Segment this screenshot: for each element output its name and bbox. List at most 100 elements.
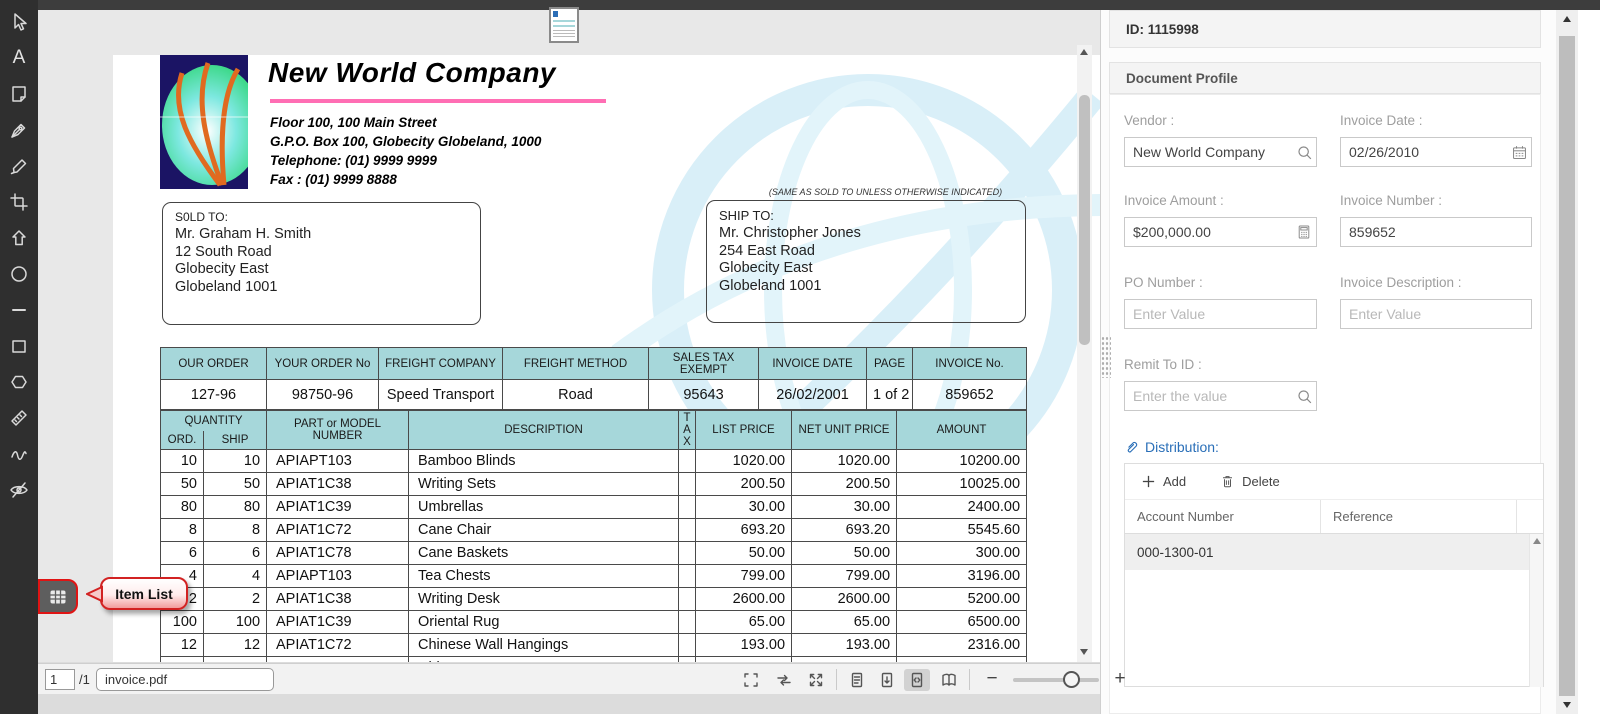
document-viewer: New World Company Floor 100, 100 Main St… — [38, 10, 1100, 662]
invoice-number-field — [1340, 217, 1532, 247]
actual-size-button[interactable] — [803, 669, 829, 691]
facing-pages-button[interactable] — [936, 669, 962, 691]
invoice-item-row: 10 10 APIAPT103 Bamboo Blinds 1020.00 10… — [160, 449, 1028, 473]
ship-to-title: SHIP TO: — [719, 208, 774, 223]
po-number-field — [1124, 299, 1317, 329]
document-profile-header: Document Profile — [1109, 62, 1541, 94]
single-page-view-button[interactable] — [844, 669, 870, 691]
distribution-row[interactable]: 000-1300-01 — [1125, 534, 1530, 570]
document-id-header: ID: 1115998 — [1109, 10, 1541, 48]
vendor-search-icon[interactable] — [1292, 144, 1316, 161]
invoice-item-row: 8 8 APIAT1C72 Cane Chair 693.20 693.20 5… — [160, 518, 1028, 542]
scroll-down-icon[interactable] — [1080, 649, 1088, 655]
rectangle-tool-icon[interactable] — [0, 328, 38, 364]
add-distribution-button[interactable]: Add — [1141, 474, 1186, 489]
calendar-icon[interactable] — [1507, 144, 1531, 161]
invoice-page: New World Company Floor 100, 100 Main St… — [113, 55, 1100, 662]
invoice-items-table: QUANTITY PART or MODEL NUMBER DESCRIPTIO… — [159, 409, 1028, 662]
remit-search-icon[interactable] — [1292, 388, 1316, 405]
filename-input[interactable] — [96, 668, 274, 691]
document-profile-form: Vendor : Invoice Date : Invoice Amount :… — [1109, 94, 1544, 714]
vendor-field — [1124, 137, 1317, 167]
remit-to-id-label: Remit To ID : — [1124, 357, 1202, 372]
column-account-number[interactable]: Account Number — [1125, 500, 1321, 533]
panel-scroll-down-icon[interactable] — [1563, 702, 1571, 708]
page-number-input[interactable] — [45, 669, 75, 690]
freehand-tool-icon[interactable] — [0, 436, 38, 472]
distribution-section-toggle[interactable]: Distribution: — [1124, 439, 1219, 455]
paperclip-icon — [1127, 441, 1138, 452]
company-address: Floor 100, 100 Main Street G.P.O. Box 10… — [270, 115, 542, 187]
sold-to-title: S0LD TO: — [175, 210, 228, 224]
ship-to-box: SHIP TO: Mr. Christopher Jones 254 East … — [706, 200, 1026, 323]
remit-to-id-input[interactable] — [1125, 382, 1292, 410]
delete-distribution-button[interactable]: Delete — [1220, 474, 1280, 489]
viewer-bottom-toolbar: /1 − + — [38, 663, 1126, 694]
invoice-item-row: 5 5 APIAT1C78 Chinese Screen 2002.00 200… — [160, 656, 1028, 662]
note-tool-icon[interactable] — [0, 76, 38, 112]
hide-annotations-icon[interactable] — [0, 472, 38, 508]
scroll-up-icon[interactable] — [1080, 49, 1088, 55]
distribution-table: Add Delete Account Number Reference 000-… — [1124, 463, 1544, 687]
panel-scrollbar-thumb[interactable] — [1559, 36, 1575, 696]
highlighter-tool-icon[interactable] — [0, 148, 38, 184]
item-list-callout-label: Item List — [115, 585, 173, 602]
invoice-description-field — [1340, 299, 1532, 329]
annotation-toolbar: A — [0, 0, 38, 714]
document-id-label: ID: 1115998 — [1126, 21, 1199, 37]
distribution-scrollbar[interactable] — [1529, 534, 1543, 687]
invoice-amount-field — [1124, 217, 1317, 247]
ruler-tool-icon[interactable] — [0, 400, 38, 436]
invoice-item-row: 100 100 APIAT1C39 Oriental Rug 65.00 65.… — [160, 610, 1028, 634]
select-cursor-icon[interactable] — [0, 4, 38, 40]
panel-scroll-up-icon[interactable] — [1563, 16, 1571, 22]
invoice-description-input[interactable] — [1341, 300, 1531, 328]
pen-tool-icon[interactable] — [0, 112, 38, 148]
invoice-number-label: Invoice Number : — [1340, 193, 1443, 208]
fit-page-button[interactable] — [738, 669, 764, 691]
order-info-table: OUR ORDER YOUR ORDER No FREIGHT COMPANY … — [160, 347, 1027, 410]
callout-pointer — [86, 585, 103, 603]
page-total-label: /1 — [79, 672, 90, 687]
invoice-description-label: Invoice Description : — [1340, 275, 1462, 290]
invoice-amount-input[interactable] — [1125, 218, 1292, 246]
plus-icon — [1142, 475, 1155, 488]
item-list-grid-icon[interactable] — [38, 579, 78, 614]
invoice-item-row: 2 2 APIAT1C38 Writing Desk 2600.00 2600.… — [160, 587, 1028, 611]
invoice-date-input[interactable] — [1341, 138, 1507, 166]
column-reference[interactable]: Reference — [1321, 500, 1517, 533]
continuous-view-button[interactable] — [874, 669, 900, 691]
dist-scroll-up-icon[interactable] — [1533, 538, 1541, 544]
calculator-icon[interactable] — [1292, 224, 1316, 240]
ellipse-tool-icon[interactable] — [0, 256, 38, 292]
trash-icon — [1223, 476, 1233, 488]
invoice-date-field — [1340, 137, 1532, 167]
document-profile-panel: ID: 1115998 Document Profile Vendor : In… — [1100, 10, 1556, 714]
invoice-item-row: 4 4 APIAPT103 Tea Chests 799.00 799.00 3… — [160, 564, 1028, 588]
invoice-date-label: Invoice Date : — [1340, 113, 1423, 128]
text-view-button[interactable] — [904, 669, 930, 691]
document-profile-title: Document Profile — [1126, 70, 1238, 86]
crop-tool-icon[interactable] — [0, 184, 38, 220]
vendor-input[interactable] — [1125, 138, 1292, 166]
invoice-number-input[interactable] — [1341, 218, 1531, 246]
polygon-tool-icon[interactable] — [0, 364, 38, 400]
fit-width-button[interactable] — [771, 669, 797, 691]
document-scrollbar[interactable] — [1077, 45, 1092, 662]
zoom-out-button[interactable]: − — [986, 668, 998, 689]
zoom-in-button[interactable]: + — [1114, 668, 1126, 689]
document-scrollbar-thumb[interactable] — [1079, 95, 1090, 345]
zoom-slider[interactable] — [1013, 671, 1099, 688]
arrow-shape-icon[interactable] — [0, 220, 38, 256]
item-list-callout: Item List — [100, 577, 188, 610]
line-tool-icon[interactable] — [0, 292, 38, 328]
page-thumbnail[interactable] — [549, 7, 579, 43]
po-number-input[interactable] — [1125, 300, 1316, 328]
zoom-slider-knob[interactable] — [1063, 671, 1080, 688]
text-tool-icon[interactable]: A — [12, 47, 26, 68]
panel-splitter-handle[interactable] — [1101, 336, 1111, 378]
remit-to-id-field — [1124, 381, 1317, 411]
invoice-company-name: New World Company — [268, 57, 557, 88]
panel-scrollbar[interactable] — [1556, 10, 1578, 714]
invoice-item-row: 12 12 APIAT1C72 Chinese Wall Hangings 19… — [160, 633, 1028, 657]
